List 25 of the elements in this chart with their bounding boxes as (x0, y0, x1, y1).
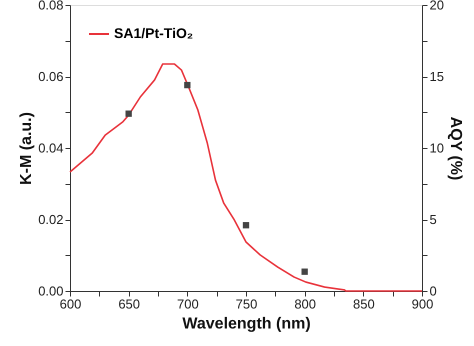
y2-tick-label: 10 (430, 140, 444, 156)
y2-tick-label: 20 (430, 0, 444, 12)
point (184, 82, 190, 88)
x-tick-label: 900 (412, 296, 434, 312)
y-tick-label: 0.06 (38, 69, 64, 84)
point (126, 110, 132, 117)
point (302, 268, 308, 275)
y-tick-label: 0.04 (38, 140, 64, 156)
y-tick-label: 0.08 (38, 0, 64, 12)
y2-tick-label: 5 (430, 212, 437, 227)
point (242, 222, 250, 228)
x-tick-label: 650 (118, 296, 140, 312)
y2-tick-label: 0 (430, 284, 437, 298)
y-axis-title: K-M (a.u.) (18, 112, 36, 185)
x-tick-label: 800 (294, 296, 316, 312)
y-tick-label: 0.00 (38, 284, 64, 298)
x-axis-title: Wavelength (nm) (182, 316, 311, 332)
y2-axis-title: AQY (%) (446, 116, 464, 180)
x-tick-label: 850 (352, 296, 375, 312)
y2-tick-label: 15 (430, 69, 444, 84)
x-tick-label: 600 (60, 296, 82, 312)
x-tick-label: 750 (236, 296, 258, 312)
y-tick-label: 0.02 (38, 212, 64, 227)
x-tick-label: 700 (176, 296, 199, 312)
legend-label: SA1/Pt-TiO₂ (114, 25, 194, 41)
